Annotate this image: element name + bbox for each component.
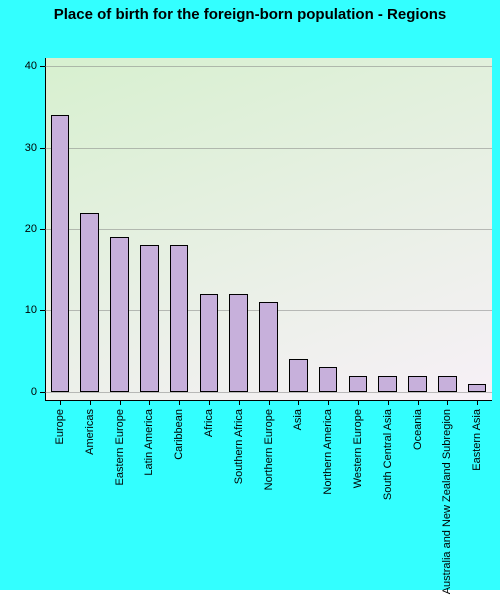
- bar: [408, 376, 426, 392]
- bar: [468, 384, 486, 392]
- x-tick-mark: [477, 400, 478, 405]
- x-tick-label: Australia and New Zealand Subregion: [441, 409, 453, 609]
- x-tick-mark: [358, 400, 359, 405]
- bar: [170, 245, 188, 392]
- bar: [378, 376, 396, 392]
- x-tick-label: Asia: [292, 409, 304, 609]
- bar: [80, 213, 98, 392]
- x-tick-mark: [149, 400, 150, 405]
- x-tick-label: Northern America: [322, 409, 334, 609]
- y-tick-label: 30: [0, 142, 37, 154]
- x-tick-mark: [388, 400, 389, 405]
- bar: [229, 294, 247, 392]
- x-tick-label: Oceania: [412, 409, 424, 609]
- y-tick-label: 10: [0, 304, 37, 316]
- x-tick-mark: [447, 400, 448, 405]
- x-tick-mark: [328, 400, 329, 405]
- x-tick-label: Africa: [203, 409, 215, 609]
- bar: [289, 359, 307, 392]
- x-tick-label: South Central Asia: [382, 409, 394, 609]
- x-tick-label: Eastern Asia: [471, 409, 483, 609]
- bar: [438, 376, 456, 392]
- x-tick-mark: [60, 400, 61, 405]
- x-tick-mark: [298, 400, 299, 405]
- y-tick-label: 0: [0, 386, 37, 398]
- x-tick-mark: [209, 400, 210, 405]
- y-tick-label: 40: [0, 60, 37, 72]
- y-gridline: [45, 229, 492, 230]
- x-tick-mark: [239, 400, 240, 405]
- y-tick-label: 20: [0, 223, 37, 235]
- y-gridline: [45, 66, 492, 67]
- bar: [200, 294, 218, 392]
- bar: [259, 302, 277, 392]
- bar: [349, 376, 367, 392]
- x-tick-mark: [120, 400, 121, 405]
- x-tick-mark: [90, 400, 91, 405]
- x-tick-label: Northern Europe: [263, 409, 275, 609]
- x-tick-label: Caribbean: [173, 409, 185, 609]
- bar: [110, 237, 128, 392]
- bar: [319, 367, 337, 391]
- bar: [140, 245, 158, 392]
- y-gridline: [45, 392, 492, 393]
- x-tick-label: Southern Africa: [233, 409, 245, 609]
- x-tick-label: Eastern Europe: [114, 409, 126, 609]
- y-gridline: [45, 148, 492, 149]
- x-tick-label: Americas: [84, 409, 96, 609]
- x-tick-label: Latin America: [143, 409, 155, 609]
- x-tick-mark: [269, 400, 270, 405]
- chart-container: Place of birth for the foreign-born popu…: [0, 0, 500, 590]
- x-tick-label: Western Europe: [352, 409, 364, 609]
- x-tick-label: Europe: [54, 409, 66, 609]
- bar: [51, 115, 69, 392]
- chart-title: Place of birth for the foreign-born popu…: [0, 6, 500, 23]
- x-tick-mark: [179, 400, 180, 405]
- x-tick-mark: [418, 400, 419, 405]
